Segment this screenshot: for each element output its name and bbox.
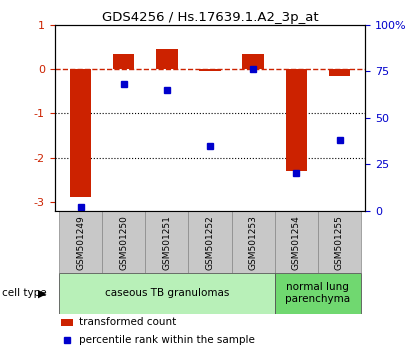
Text: GSM501251: GSM501251 <box>163 216 171 270</box>
Text: GSM501255: GSM501255 <box>335 216 344 270</box>
Bar <box>329 69 350 76</box>
Text: GSM501250: GSM501250 <box>119 216 128 270</box>
Bar <box>156 49 178 69</box>
Bar <box>59 211 102 273</box>
Bar <box>145 211 189 273</box>
Bar <box>199 69 221 71</box>
Text: normal lung
parenchyma: normal lung parenchyma <box>285 282 350 304</box>
Bar <box>70 69 91 197</box>
Bar <box>189 211 231 273</box>
Text: caseous TB granulomas: caseous TB granulomas <box>105 288 229 298</box>
Text: GSM501254: GSM501254 <box>292 216 301 270</box>
Bar <box>275 273 361 314</box>
Text: ▶: ▶ <box>38 288 46 298</box>
Text: transformed count: transformed count <box>79 317 177 327</box>
Bar <box>275 211 318 273</box>
Bar <box>231 211 275 273</box>
Bar <box>113 53 134 69</box>
Bar <box>61 320 73 326</box>
Text: GSM501249: GSM501249 <box>76 216 85 270</box>
Bar <box>102 211 145 273</box>
Bar <box>318 211 361 273</box>
Title: GDS4256 / Hs.17639.1.A2_3p_at: GDS4256 / Hs.17639.1.A2_3p_at <box>102 11 318 24</box>
Text: GSM501253: GSM501253 <box>249 216 257 270</box>
Bar <box>286 69 307 171</box>
Text: percentile rank within the sample: percentile rank within the sample <box>79 335 255 345</box>
Text: cell type: cell type <box>2 288 47 298</box>
Bar <box>59 273 275 314</box>
Bar <box>242 53 264 69</box>
Text: GSM501252: GSM501252 <box>205 216 215 270</box>
